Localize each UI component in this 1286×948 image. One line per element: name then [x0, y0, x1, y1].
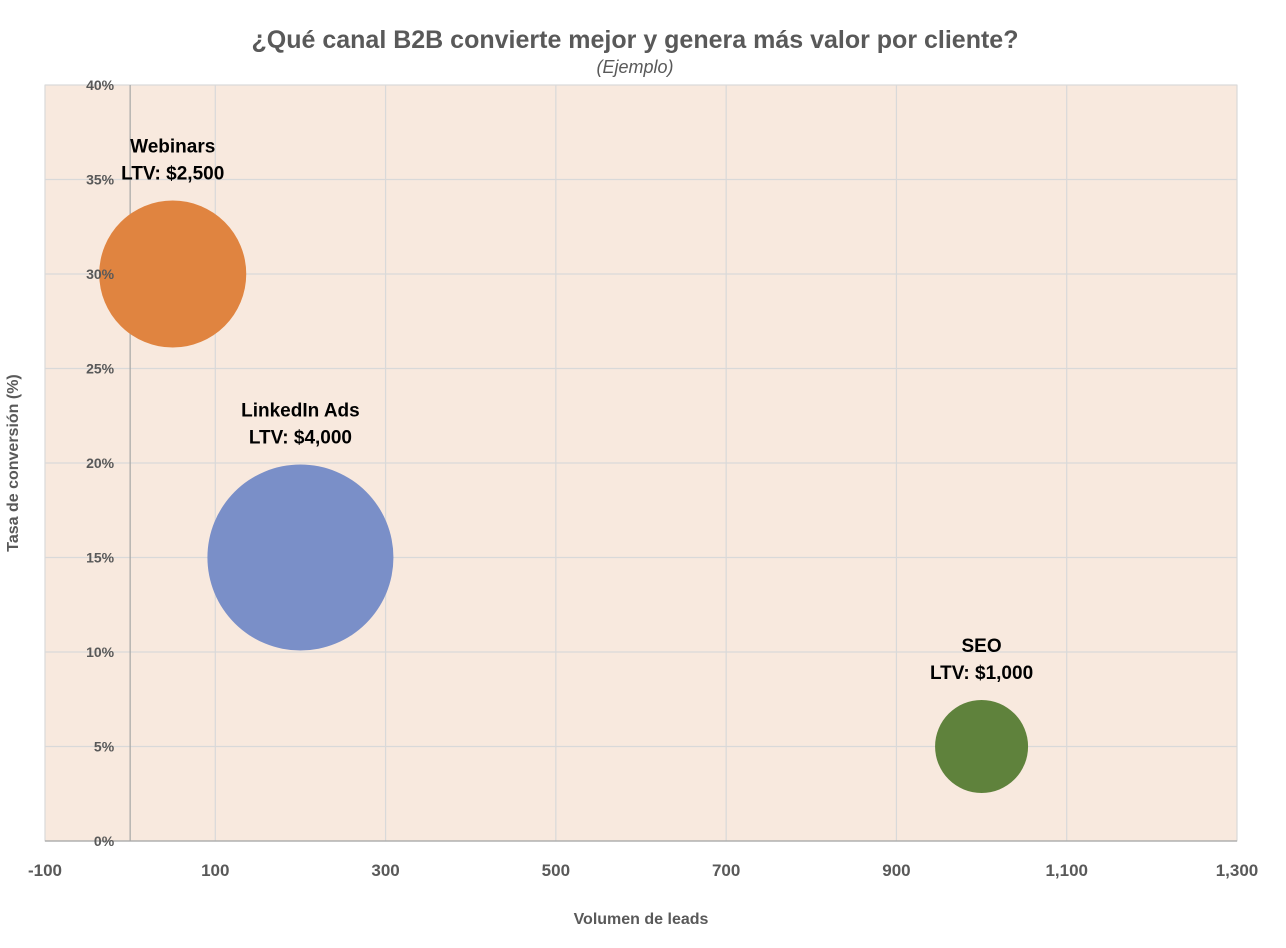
x-tick-label: 300 [371, 861, 399, 880]
y-tick-label: 30% [86, 266, 115, 282]
bubble-name-label: LinkedIn Ads [241, 401, 360, 422]
y-tick-label: 5% [94, 739, 115, 755]
axes [45, 85, 1237, 842]
y-tick-label: 0% [94, 833, 115, 849]
bubble-name-label: Webinars [130, 136, 215, 157]
bubble-seo [935, 700, 1029, 793]
y-axis-label: Tasa de conversión (%) [5, 374, 22, 552]
x-tick-label: 900 [882, 861, 910, 880]
bubble-ltv-label: LTV: $4,000 [249, 428, 352, 449]
bubble-linkedin-ads [207, 464, 394, 651]
chart-title: ¿Qué canal B2B convierte mejor y genera … [252, 26, 1019, 54]
x-tick-label: 1,100 [1045, 861, 1088, 880]
bubble-webinars [99, 200, 247, 348]
y-tick-label: 15% [86, 550, 115, 566]
y-tick-label: 20% [86, 455, 115, 471]
x-tick-label: 1,300 [1216, 861, 1259, 880]
chart-subtitle: (Ejemplo) [596, 57, 673, 77]
y-tick-label: 10% [86, 644, 115, 660]
x-tick-label: 700 [712, 861, 740, 880]
x-tick-label: 500 [542, 861, 570, 880]
y-tick-label: 25% [86, 361, 115, 377]
x-tick-label: -100 [28, 861, 62, 880]
bubble-ltv-label: LTV: $2,500 [121, 163, 224, 184]
y-tick-label: 40% [86, 77, 115, 93]
tick-labels: 0% 5% 10% 15% 20% 25% 30% 35% 40% -100 100 300 500 70… [28, 77, 1258, 880]
bubble-name-label: SEO [962, 636, 1002, 657]
y-tick-label: 35% [86, 172, 115, 188]
x-axis-label: Volumen de leads [574, 911, 709, 928]
bubbles: Webinars LTV: $2,500 LinkedIn Ads LTV: $4,0… [99, 136, 1033, 793]
x-tick-label: 100 [201, 861, 229, 880]
bubble-ltv-label: LTV: $1,000 [930, 663, 1033, 684]
